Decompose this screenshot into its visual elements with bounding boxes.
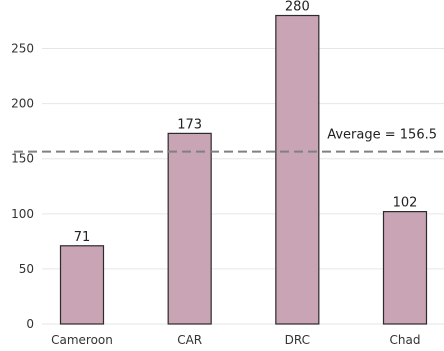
data-labels: 71 173 280 102 [74, 0, 418, 245]
y-tick-label: 150 [11, 152, 34, 166]
y-axis-ticks: 0 50 100 150 200 250 [11, 42, 34, 331]
average-label: Average = 156.5 [327, 128, 437, 143]
x-tick-label: CAR [177, 333, 202, 347]
x-tick-label: Cameroon [51, 333, 113, 347]
bar-value-label: 280 [285, 0, 310, 15]
bar [382, 211, 428, 325]
y-tick-label: 200 [11, 97, 34, 111]
bar [167, 132, 212, 325]
x-tick-label: DRC [285, 333, 310, 347]
x-tick-label: Chad [390, 333, 421, 347]
average-reference: Average = 156.5 [14, 128, 444, 153]
y-tick-label: 0 [26, 317, 34, 331]
bar-value-label: 102 [393, 196, 418, 211]
bar-value-label: 71 [74, 230, 91, 245]
gridlines [42, 48, 444, 325]
bar [59, 245, 105, 325]
bar-value-label: 173 [177, 117, 202, 132]
y-tick-label: 250 [11, 42, 34, 56]
bars [59, 14, 428, 325]
y-tick-label: 100 [11, 207, 34, 221]
y-tick-label: 50 [19, 262, 34, 276]
bar [275, 14, 320, 325]
x-axis-ticks: Cameroon CAR DRC Chad [51, 333, 420, 347]
